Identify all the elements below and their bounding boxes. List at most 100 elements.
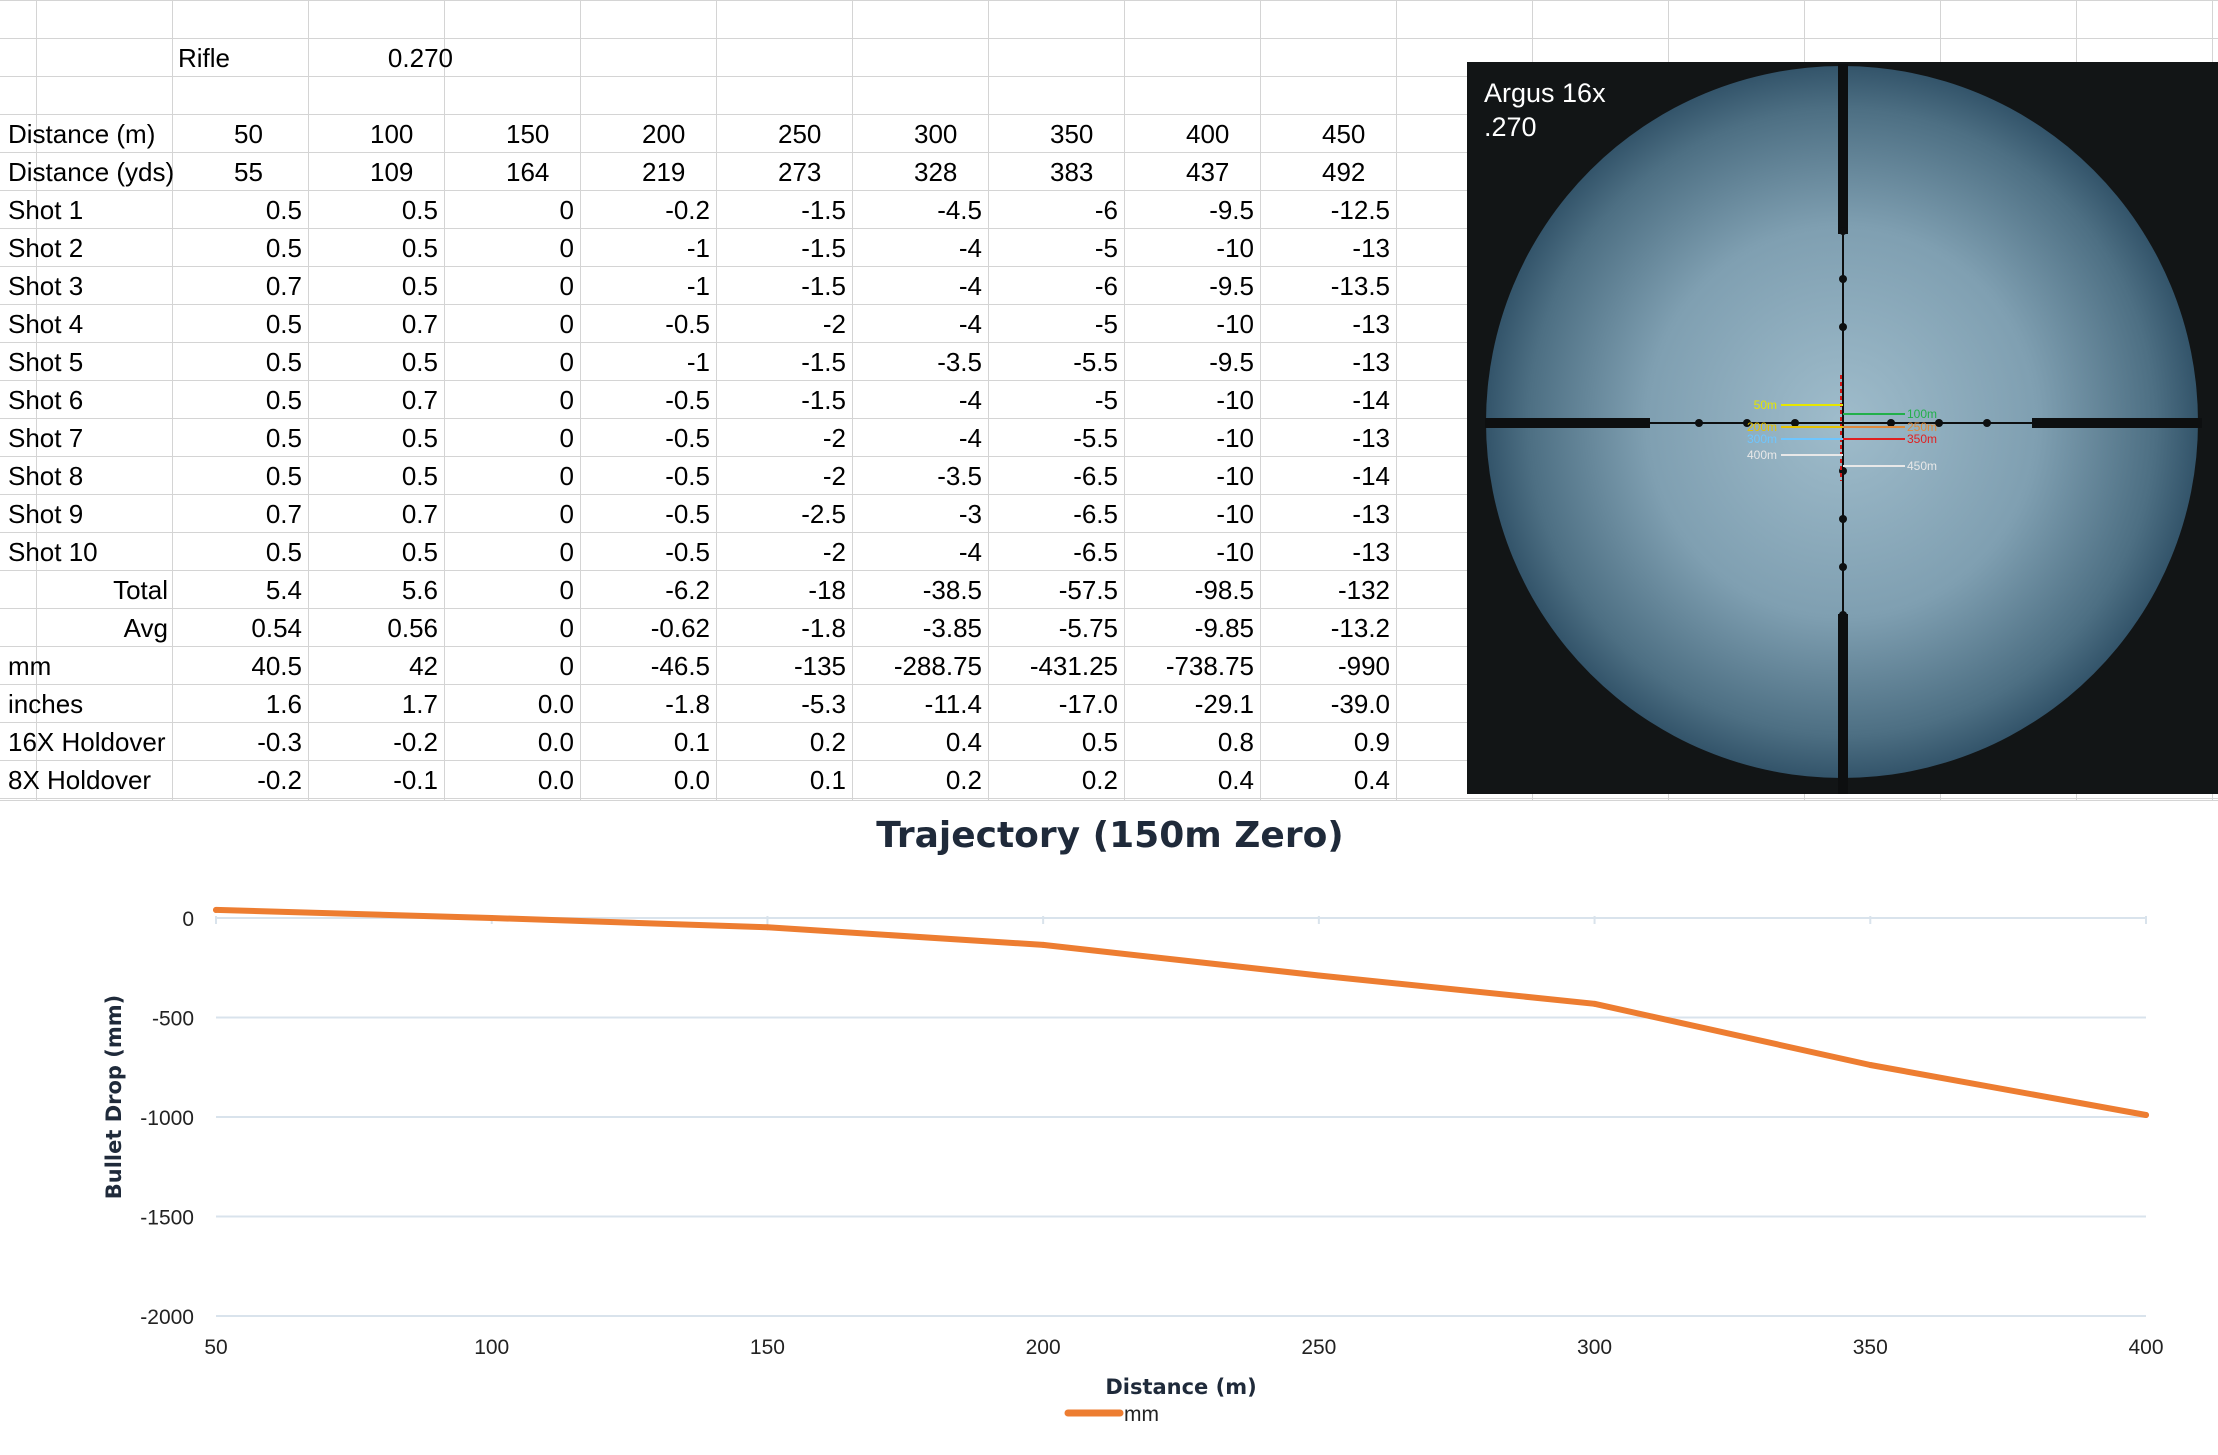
data-cell[interactable]: -4 [958,233,982,263]
data-cell[interactable]: -5.75 [1058,613,1118,643]
rifle-value-cell[interactable]: 0.270 [387,43,453,73]
data-cell[interactable]: 0 [559,423,574,453]
data-cell[interactable]: -0.5 [665,309,710,339]
row-label[interactable]: Shot 9 [8,499,84,529]
data-cell[interactable]: -10 [1216,423,1254,453]
data-cell[interactable]: -13 [1352,423,1390,453]
data-cell[interactable]: 0.4 [1353,765,1390,795]
data-cell[interactable]: 1.7 [401,689,438,719]
data-cell[interactable]: 0 [559,233,574,263]
data-cell[interactable]: -5 [1094,385,1118,415]
data-cell[interactable]: 0 [559,537,574,567]
data-cell[interactable]: -3 [958,499,982,529]
data-cell[interactable]: 0.5 [401,233,438,263]
data-cell[interactable]: 300 [914,119,958,149]
data-cell[interactable]: 0 [559,385,574,415]
row-label[interactable]: mm [8,651,52,681]
data-cell[interactable]: 200 [642,119,686,149]
data-cell[interactable]: 0.5 [1081,727,1118,757]
row-label[interactable]: Distance (m) [8,119,156,149]
data-cell[interactable]: 0.0 [673,765,710,795]
data-cell[interactable]: -5.3 [801,689,846,719]
data-cell[interactable]: 0.2 [809,727,846,757]
data-cell[interactable]: 0.5 [265,537,302,567]
data-cell[interactable]: 100 [370,119,414,149]
data-cell[interactable]: -2.5 [801,499,846,529]
data-cell[interactable]: -0.2 [665,195,710,225]
data-cell[interactable]: 0.2 [1081,765,1118,795]
data-cell[interactable]: -4 [958,271,982,301]
data-cell[interactable]: 0.7 [265,271,302,301]
data-cell[interactable]: -14 [1352,385,1390,415]
data-cell[interactable]: -1.5 [801,385,846,415]
data-cell[interactable]: -1.5 [801,271,846,301]
data-cell[interactable]: -6.2 [665,575,710,605]
data-cell[interactable]: 0.56 [387,613,438,643]
row-label[interactable]: Avg [123,613,168,643]
data-cell[interactable]: 5.4 [265,575,302,605]
data-cell[interactable]: 0.1 [673,727,710,757]
data-cell[interactable]: 0.5 [401,271,438,301]
data-cell[interactable]: -3.85 [922,613,982,643]
data-cell[interactable]: -10 [1216,499,1254,529]
data-cell[interactable]: -0.5 [665,423,710,453]
data-cell[interactable]: -10 [1216,461,1254,491]
data-cell[interactable]: -13 [1352,537,1390,567]
row-label[interactable]: Shot 5 [8,347,84,377]
data-cell[interactable]: -0.3 [257,727,302,757]
data-cell[interactable]: -0.1 [393,765,438,795]
rifle-label-cell[interactable]: Rifle [178,43,231,73]
row-label[interactable]: Total [113,575,168,605]
data-cell[interactable]: 450 [1322,119,1366,149]
data-cell[interactable]: -5.5 [1073,423,1118,453]
data-cell[interactable]: 42 [409,651,438,681]
data-cell[interactable]: 0.5 [265,385,302,415]
data-cell[interactable]: -1.8 [801,613,846,643]
data-cell[interactable]: 0.7 [401,385,438,415]
data-cell[interactable]: 0 [559,461,574,491]
data-cell[interactable]: 350 [1050,119,1094,149]
data-cell[interactable]: -38.5 [922,575,982,605]
row-label[interactable]: Shot 6 [8,385,84,415]
data-cell[interactable]: -4 [958,309,982,339]
data-cell[interactable]: 0.54 [251,613,302,643]
data-cell[interactable]: -13 [1352,347,1390,377]
data-cell[interactable]: -9.5 [1209,347,1254,377]
data-cell[interactable]: 0.7 [265,499,302,529]
data-cell[interactable]: -9.5 [1209,271,1254,301]
data-cell[interactable]: -10 [1216,309,1254,339]
data-cell[interactable]: -0.2 [393,727,438,757]
data-cell[interactable]: 0.8 [1217,727,1254,757]
row-label[interactable]: Shot 8 [8,461,84,491]
data-cell[interactable]: -5 [1094,309,1118,339]
data-cell[interactable]: 0 [559,271,574,301]
data-cell[interactable]: -13 [1352,499,1390,529]
data-cell[interactable]: -0.5 [665,537,710,567]
data-cell[interactable]: -13.5 [1330,271,1390,301]
data-cell[interactable]: -1 [686,271,710,301]
data-cell[interactable]: 0.5 [401,195,438,225]
data-cell[interactable]: -4 [958,385,982,415]
data-cell[interactable]: -1.5 [801,233,846,263]
data-cell[interactable]: -13 [1352,233,1390,263]
data-cell[interactable]: -2 [822,537,846,567]
data-cell[interactable]: -1.8 [665,689,710,719]
row-label[interactable]: Shot 3 [8,271,84,301]
data-cell[interactable]: 50 [234,119,263,149]
data-cell[interactable]: 0.5 [401,537,438,567]
row-label[interactable]: Shot 10 [8,537,98,567]
data-cell[interactable]: -6.5 [1073,461,1118,491]
data-cell[interactable]: -0.2 [257,765,302,795]
data-cell[interactable]: 0.2 [945,765,982,795]
data-cell[interactable]: -2 [822,461,846,491]
row-label[interactable]: Shot 7 [8,423,84,453]
data-cell[interactable]: 1.6 [265,689,302,719]
data-cell[interactable]: 0.0 [537,727,574,757]
data-cell[interactable]: 383 [1050,157,1094,187]
data-cell[interactable]: -9.85 [1194,613,1254,643]
data-cell[interactable]: -132 [1337,575,1390,605]
data-cell[interactable]: 437 [1186,157,1230,187]
data-cell[interactable]: -11.4 [924,689,982,719]
data-cell[interactable]: -17.0 [1058,689,1118,719]
data-cell[interactable]: -14 [1352,461,1390,491]
